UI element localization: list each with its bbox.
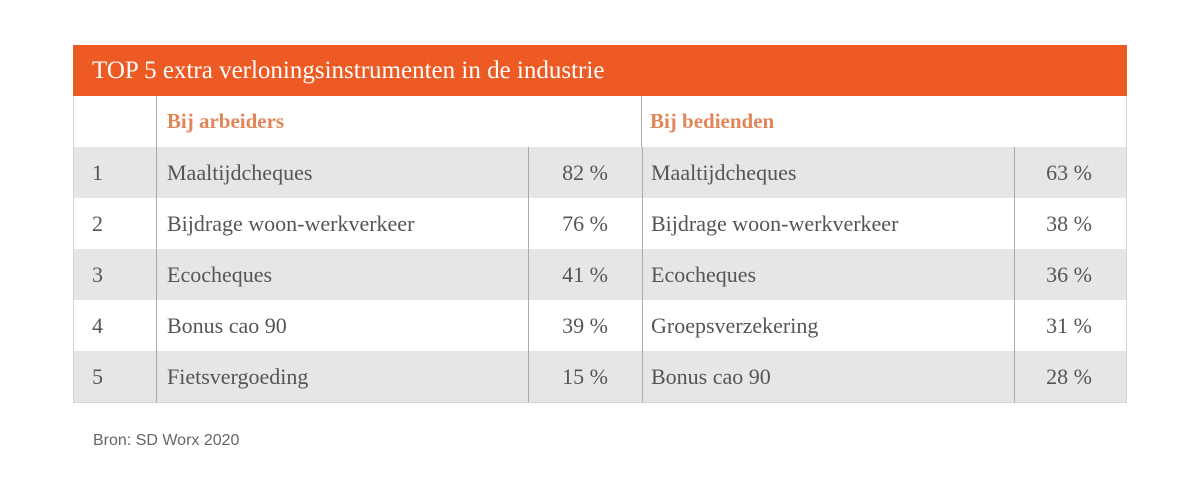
bedienden-pct-cell: 63 %: [1014, 147, 1126, 198]
arbeiders-item-cell: Ecocheques: [156, 249, 528, 300]
bedienden-pct-cell: 28 %: [1014, 351, 1126, 402]
rank-cell: 1: [92, 160, 103, 185]
table-row: 1 Maaltijdcheques 82 % Maaltijdcheques 63 %: [74, 147, 1126, 198]
table-title: TOP 5 extra verloningsinstrumenten in de…: [73, 45, 1127, 96]
bedienden-pct-cell: 36 %: [1014, 249, 1126, 300]
arbeiders-item-cell: Maaltijdcheques: [156, 147, 528, 198]
top5-table: TOP 5 extra verloningsinstrumenten in de…: [73, 45, 1127, 403]
rank-cell: 5: [92, 364, 103, 389]
arbeiders-item-cell: Bonus cao 90: [156, 300, 528, 351]
table-row: 4 Bonus cao 90 39 % Groepsverzekering 31 %: [74, 300, 1126, 351]
rank-header: [74, 96, 156, 147]
arbeiders-pct-cell: 39 %: [528, 300, 642, 351]
table-row: 5 Fietsvergoeding 15 % Bonus cao 90 28 %: [74, 351, 1126, 402]
table-row: 3 Ecocheques 41 % Ecocheques 36 %: [74, 249, 1126, 300]
arbeiders-pct-cell: 15 %: [528, 351, 642, 402]
arbeiders-pct-cell: 41 %: [528, 249, 642, 300]
bedienden-item-cell: Bijdrage woon-werkverkeer: [642, 198, 1014, 249]
rank-cell: 2: [92, 211, 103, 236]
bedienden-item-cell: Maaltijdcheques: [642, 147, 1014, 198]
rank-cell: 4: [92, 313, 103, 338]
bedienden-pct-cell: 31 %: [1014, 300, 1126, 351]
group-header-bedienden: Bij bedienden: [640, 96, 1126, 147]
arbeiders-pct-cell: 82 %: [528, 147, 642, 198]
group-header-row: Bij arbeiders Bij bedienden: [74, 96, 1126, 147]
bedienden-pct-cell: 38 %: [1014, 198, 1126, 249]
bedienden-item-cell: Bonus cao 90: [642, 351, 1014, 402]
arbeiders-item-cell: Fietsvergoeding: [156, 351, 528, 402]
arbeiders-item-cell: Bijdrage woon-werkverkeer: [156, 198, 528, 249]
arbeiders-pct-cell: 76 %: [528, 198, 642, 249]
bedienden-item-cell: Ecocheques: [642, 249, 1014, 300]
source-note: Bron: SD Worx 2020: [93, 432, 240, 449]
rank-cell: 3: [92, 262, 103, 287]
table-row: 2 Bijdrage woon-werkverkeer 76 % Bijdrage w…: [74, 198, 1126, 249]
group-header-arbeiders: Bij arbeiders: [155, 96, 641, 147]
bedienden-item-cell: Groepsverzekering: [642, 300, 1014, 351]
